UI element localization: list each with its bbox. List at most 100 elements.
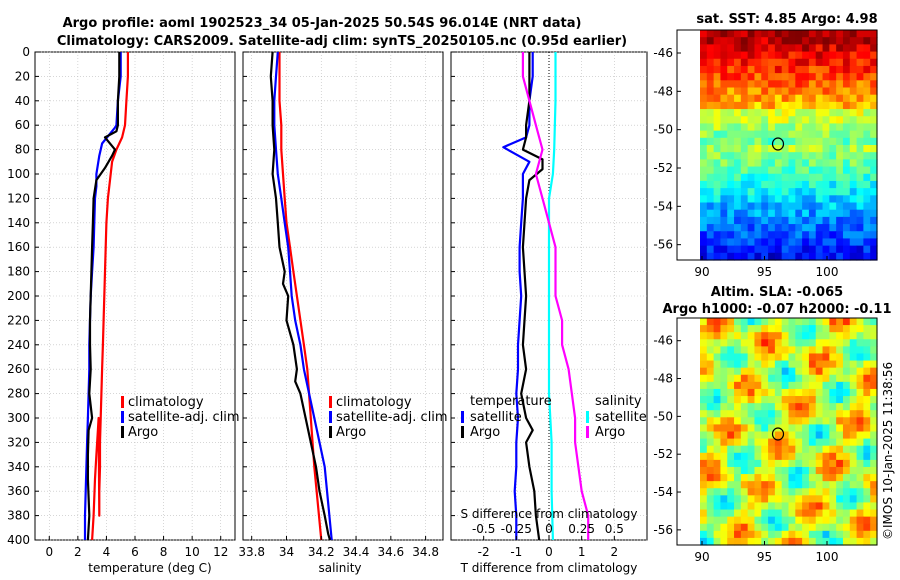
heatmap-cell [863,123,871,132]
heatmap-cell [829,495,837,504]
heatmap-cell [870,502,878,511]
heatmap-cell [842,44,851,53]
heatmap-cell [713,509,722,518]
heatmap-cell [829,58,837,67]
heatmap-cell [740,459,749,468]
heatmap-cell [781,495,790,504]
heatmap-cell [713,388,722,397]
heatmap-cell [863,216,871,225]
heatmap-cell [788,130,796,139]
heatmap-cell [822,459,830,468]
heatmap-cell [815,509,824,518]
heatmap-cell [747,101,756,110]
heatmap-cell [768,388,776,397]
heatmap-cell [713,466,722,475]
heatmap-cell [842,474,851,482]
heatmap-cell [754,123,762,132]
heatmap-cell [720,318,728,326]
heatmap-cell [849,530,858,539]
heatmap-cell [740,180,749,189]
heatmap-cell [734,130,742,139]
heatmap-cell [734,37,742,45]
heatmap-cell [774,166,783,175]
heatmap-cell [822,209,830,218]
legend-swatch-temp-satellite [461,411,464,423]
heatmap-cell [706,173,715,182]
heatmap-cell [747,431,756,440]
heatmap-cell [788,195,796,204]
heatmap-cell [768,30,776,38]
heatmap-cell [781,65,790,74]
heatmap-cell [815,537,824,546]
series-line-temperature-argo [520,52,544,541]
heatmap-cell [713,530,722,539]
heatmap-cell [768,37,776,45]
heatmap-cell [727,37,735,45]
heatmap-cell [842,123,851,132]
y-tick-label: 200 [7,289,30,303]
heatmap-cell [815,523,824,532]
heatmap-cell [849,474,858,482]
heatmap-cell [720,388,728,397]
heatmap-cell [700,410,708,418]
legend-swatch-sal-argo [586,426,589,438]
y-tick-label: 380 [7,509,30,523]
heatmap-cell [856,353,864,362]
heatmap-cell [706,445,715,454]
heatmap-cell [720,424,728,433]
heatmap-cell [829,459,837,468]
heatmap-cell [768,65,776,74]
heatmap-cell [740,410,749,418]
heatmap-cell [761,37,769,45]
heatmap-cell [788,452,796,461]
heatmap-cell [727,410,735,418]
heatmap-cell [720,396,728,404]
salinity-legend: climatology satellite-adj. clim Argo [329,395,448,440]
heatmap-cell [815,502,824,511]
sst-map-panel: sat. SST: 4.85 Argo: 4.98 -46-48-50-52-5… [653,12,877,279]
heatmap-cell [747,445,756,454]
heatmap-cell [795,367,803,376]
heatmap-cell [856,367,864,376]
heatmap-cell [747,318,756,326]
heatmap-cell [781,245,790,254]
heatmap-cell [747,195,756,204]
heatmap-cell [720,87,728,96]
heatmap-cell [768,116,776,125]
heatmap-cell [706,332,715,340]
heatmap-cell [774,360,783,369]
heatmap-cell [795,516,803,525]
heatmap-cell [863,238,871,247]
heatmap-cell [815,252,824,261]
heatmap-cell [842,530,851,539]
heatmap-cell [822,346,830,355]
heatmap-cell [815,238,824,247]
y-tick-label: 400 [7,533,30,547]
heatmap-cell [747,381,756,390]
heatmap-cell [856,202,864,211]
heatmap-cell [836,37,844,45]
heatmap-cell [761,318,769,326]
heatmap-cell [829,516,837,525]
heatmap-cell [849,101,858,110]
heatmap-cell [856,417,864,425]
heatmap-cell [720,537,728,546]
heatmap-cell [740,537,749,546]
heatmap-cell [720,30,728,38]
heatmap-cell [856,123,864,132]
heatmap-cell [761,216,769,225]
heatmap-cell [788,367,796,376]
heatmap-cell [740,417,749,425]
heatmap-cell [849,123,858,132]
heatmap-cell [829,166,837,175]
heatmap-cell [829,51,837,60]
heatmap-cell [727,474,735,482]
heatmap-cell [808,231,817,240]
heatmap-cell [734,396,742,404]
heatmap-cell [802,195,810,204]
heatmap-cell [761,202,769,211]
heatmap-cell [849,209,858,218]
heatmap-cell [740,109,749,117]
heatmap-cell [781,466,790,475]
heatmap-cell [795,445,803,454]
